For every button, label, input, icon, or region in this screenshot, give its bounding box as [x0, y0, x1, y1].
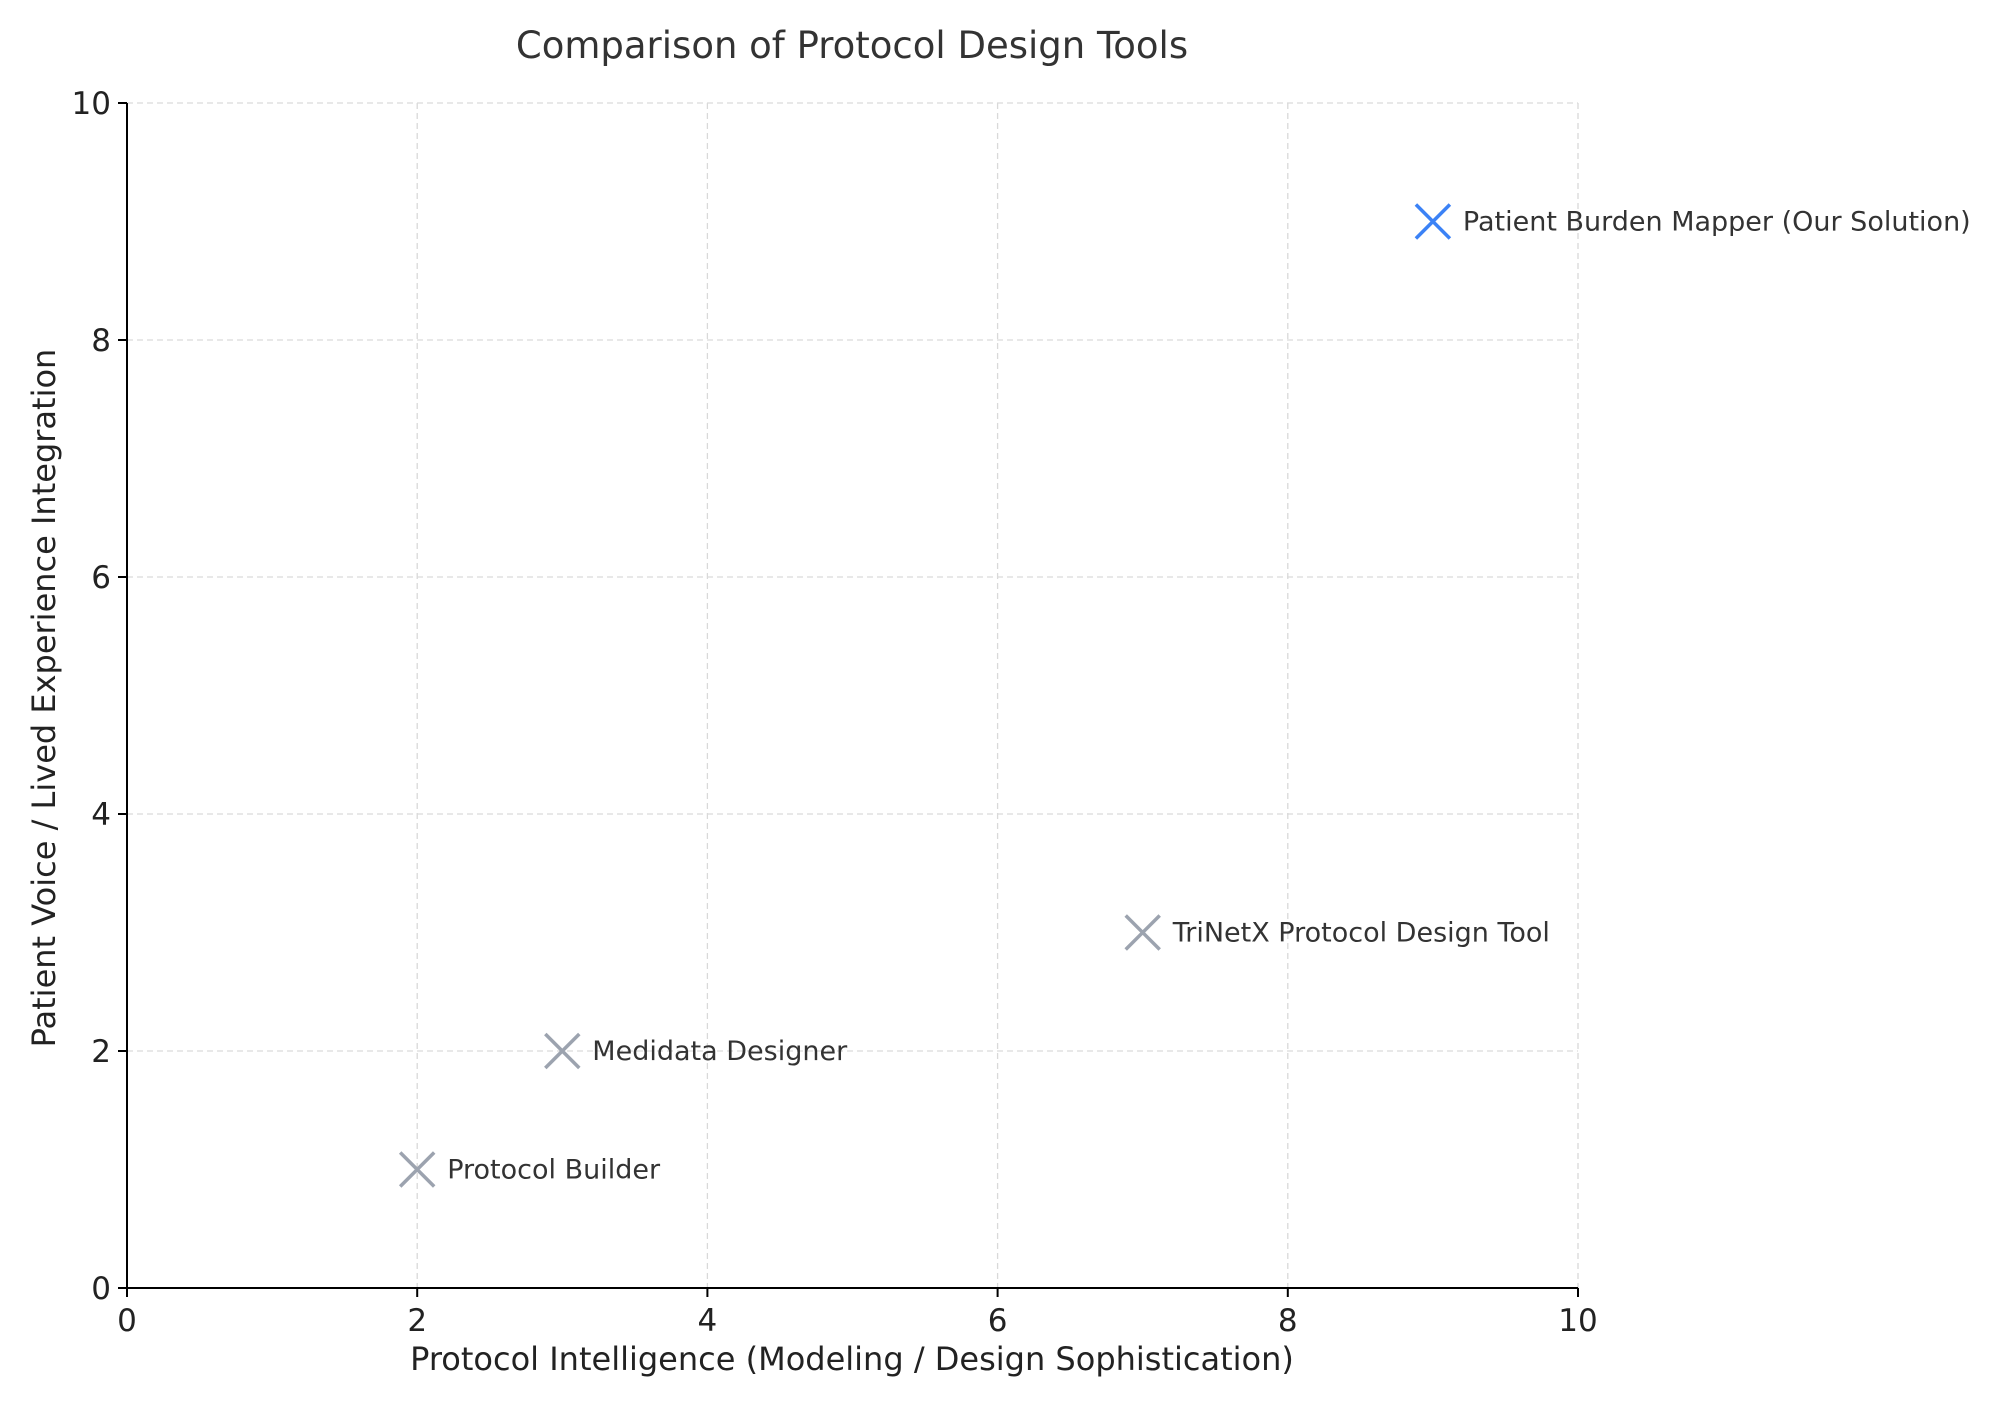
- axes: 0 2 4 6 8 10 0 2 4 6 8 10: [72, 86, 1598, 1339]
- data-points: Protocol Builder Medidata Designer TriNetX…: [398, 203, 1971, 1188]
- y-tick-label: 2: [91, 1034, 111, 1070]
- x-tick-label: 4: [698, 1303, 718, 1339]
- chart-title: Comparison of Protocol Design Tools: [516, 24, 1188, 67]
- y-tick-label: 6: [91, 560, 111, 596]
- x-marker: [1124, 914, 1161, 951]
- x-axis-label: Protocol Intelligence (Modeling / Design…: [410, 1340, 1294, 1378]
- x-marker: [544, 1032, 581, 1070]
- y-tick-label: 10: [72, 86, 111, 122]
- y-tick-label: 8: [91, 323, 111, 359]
- point-label: Medidata Designer: [592, 1036, 848, 1067]
- data-point: TriNetX Protocol Design Tool: [1124, 914, 1550, 951]
- y-tick-label: 0: [91, 1271, 111, 1307]
- data-point: Patient Burden Mapper (Our Solution): [1414, 203, 1971, 240]
- y-axis-label: Patient Voice / Lived Experience Integra…: [25, 349, 63, 1048]
- data-point: Medidata Designer: [544, 1032, 848, 1070]
- y-tick-label: 4: [91, 797, 111, 833]
- x-tick-label: 0: [117, 1303, 137, 1339]
- data-point: Protocol Builder: [398, 1151, 661, 1188]
- x-tick-label: 8: [1278, 1303, 1298, 1339]
- x-marker: [1414, 203, 1452, 240]
- x-tick-label: 10: [1558, 1303, 1597, 1339]
- grid: [127, 102, 1579, 1288]
- point-label: Protocol Builder: [447, 1155, 661, 1186]
- point-label: Patient Burden Mapper (Our Solution): [1463, 207, 1971, 238]
- x-marker: [398, 1151, 436, 1188]
- point-label: TriNetX Protocol Design Tool: [1172, 918, 1550, 949]
- x-tick-label: 6: [988, 1303, 1008, 1339]
- x-tick-label: 2: [407, 1303, 427, 1339]
